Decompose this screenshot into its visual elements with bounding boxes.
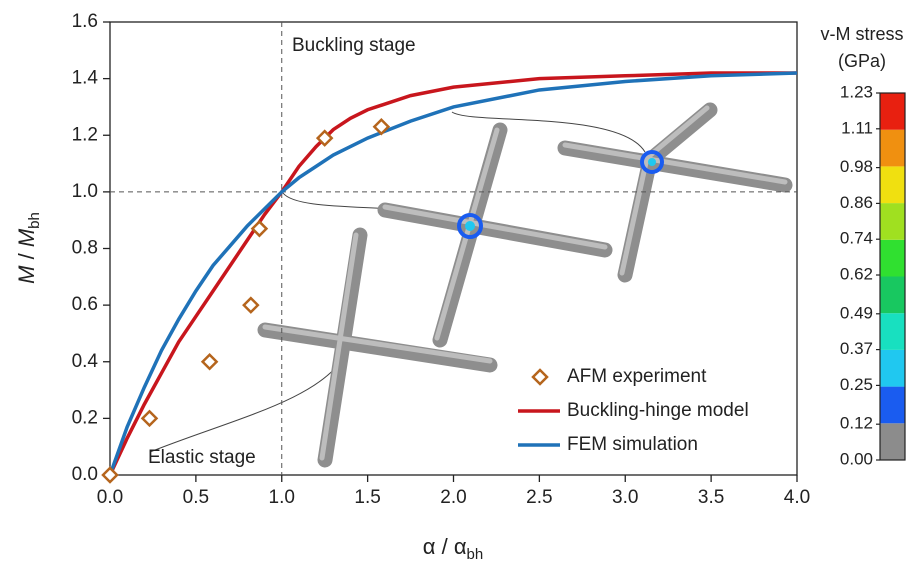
x-tick-label: 3.5 (698, 487, 724, 508)
colorbar-tick-label: 0.12 (840, 414, 873, 433)
scatter-point (143, 411, 157, 425)
legend-label: AFM experiment (567, 366, 707, 387)
y-tick-label: 0.6 (72, 294, 98, 315)
scatter-point (103, 468, 117, 482)
colorbar-segment (880, 93, 905, 130)
y-tick-label: 1.0 (72, 181, 98, 202)
colorbar-title: v-M stress (821, 24, 904, 44)
legend-marker (533, 370, 547, 384)
y-label-part: M (14, 265, 39, 284)
y-tick-label: 0.2 (72, 407, 98, 428)
colorbar-segment (880, 203, 905, 240)
x-tick-label: 0.5 (183, 487, 209, 508)
colorbar-tick-label: 0.00 (840, 449, 873, 468)
y-tick-label: 0.0 (72, 464, 98, 485)
colorbar-segment (880, 240, 905, 277)
x-tick-label: 1.0 (269, 487, 295, 508)
y-tick-label: 0.4 (72, 351, 99, 372)
x-tick-label: 3.0 (612, 487, 638, 508)
y-tick-label: 0.8 (72, 238, 98, 259)
scatter-point (203, 355, 217, 369)
x-label-sub: bh (467, 546, 484, 563)
y-tick-label: 1.2 (72, 124, 98, 145)
y-axis-label: M / Mbh (14, 212, 43, 284)
colorbar-segment (880, 423, 905, 460)
y-tick-label: 1.4 (72, 68, 99, 89)
colorbar-segment (880, 313, 905, 350)
colorbar-tick-label: 0.98 (840, 157, 873, 176)
scatter-point (244, 298, 258, 312)
colorbar-segment (880, 350, 905, 387)
colorbar-segment (880, 130, 905, 167)
colorbar-segment (880, 277, 905, 314)
x-tick-label: 1.5 (354, 487, 380, 508)
colorbar-title: (GPa) (838, 51, 886, 71)
legend-label: FEM simulation (567, 434, 698, 455)
x-tick-label: 0.0 (97, 487, 123, 508)
x-axis-label: α / αbh (423, 534, 483, 563)
y-tick-label: 1.6 (72, 11, 98, 32)
annotation: Elastic stage (148, 447, 256, 468)
y-label-sub: bh (26, 212, 43, 229)
colorbar-segment (880, 387, 905, 424)
colorbar-tick-label: 1.23 (840, 82, 873, 101)
colorbar-tick-label: 0.62 (840, 264, 873, 283)
colorbar-tick-label: 0.37 (840, 339, 873, 358)
y-label-part: M (14, 228, 39, 247)
x-tick-label: 2.0 (440, 487, 466, 508)
x-label-main: α / α (423, 534, 467, 559)
colorbar-tick-label: 0.74 (840, 229, 873, 248)
x-tick-label: 4.0 (784, 487, 810, 508)
colorbar-tick-label: 0.86 (840, 193, 873, 212)
x-tick-label: 2.5 (526, 487, 552, 508)
chart: Buckling stage Elastic stage α / αbh M /… (0, 0, 915, 564)
scatter-point (252, 222, 266, 236)
colorbar-tick-label: 0.25 (840, 375, 873, 394)
colorbar-tick-label: 0.49 (840, 303, 873, 322)
colorbar-tick-label: 1.11 (841, 118, 873, 137)
y-label-part: / (14, 247, 39, 265)
annotation: Buckling stage (292, 35, 416, 56)
colorbar-segment (880, 166, 905, 203)
legend-label: Buckling-hinge model (567, 400, 749, 421)
